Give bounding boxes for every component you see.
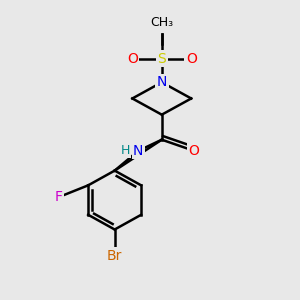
Text: H: H (120, 144, 130, 158)
Text: F: F (55, 190, 63, 204)
Text: O: O (127, 52, 138, 66)
Text: N: N (157, 75, 167, 89)
Text: CH₃: CH₃ (150, 16, 173, 29)
Text: O: O (186, 52, 197, 66)
Text: S: S (158, 52, 166, 66)
Text: Br: Br (107, 249, 122, 263)
Text: N: N (133, 144, 143, 158)
Text: O: O (189, 144, 200, 158)
